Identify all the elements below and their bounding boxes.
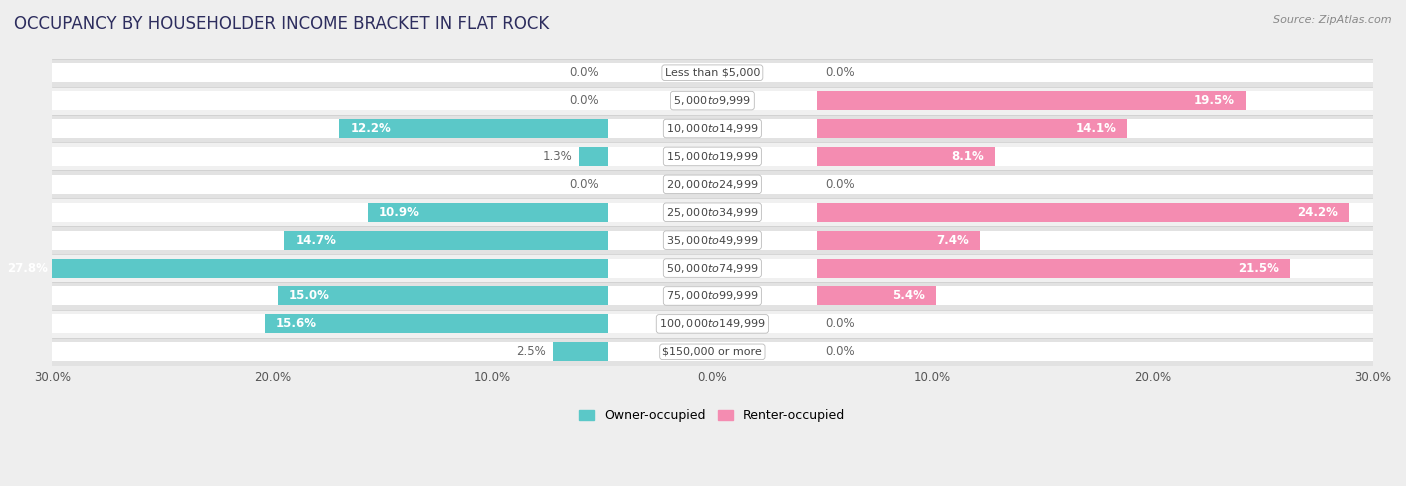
Text: $20,000 to $24,999: $20,000 to $24,999: [666, 178, 759, 191]
Bar: [52, 147, 1372, 166]
Bar: [52, 91, 1372, 110]
Bar: [817, 147, 995, 166]
Bar: [52, 310, 1372, 338]
Bar: [339, 119, 607, 138]
Bar: [52, 175, 1372, 194]
Text: $35,000 to $49,999: $35,000 to $49,999: [666, 234, 759, 247]
Bar: [817, 203, 1350, 222]
Bar: [52, 342, 1372, 361]
Bar: [284, 231, 607, 250]
Text: 10.9%: 10.9%: [380, 206, 420, 219]
Text: 15.6%: 15.6%: [276, 317, 316, 330]
Text: 19.5%: 19.5%: [1194, 94, 1234, 107]
Bar: [52, 231, 1372, 250]
Text: $10,000 to $14,999: $10,000 to $14,999: [666, 122, 759, 135]
Bar: [264, 314, 607, 333]
Text: 15.0%: 15.0%: [288, 290, 329, 302]
Bar: [52, 259, 1372, 278]
Text: 0.0%: 0.0%: [569, 178, 599, 191]
Bar: [52, 254, 1372, 282]
Bar: [52, 171, 1372, 198]
Bar: [0, 259, 607, 278]
Text: 14.1%: 14.1%: [1076, 122, 1116, 135]
Bar: [52, 59, 1372, 87]
Bar: [52, 142, 1372, 171]
Text: 21.5%: 21.5%: [1239, 261, 1279, 275]
Bar: [278, 286, 607, 306]
Bar: [817, 259, 1289, 278]
Bar: [553, 342, 607, 361]
Bar: [817, 91, 1246, 110]
Text: 2.5%: 2.5%: [516, 346, 546, 358]
Text: 0.0%: 0.0%: [569, 66, 599, 79]
Text: 0.0%: 0.0%: [825, 317, 855, 330]
Text: 12.2%: 12.2%: [350, 122, 391, 135]
Bar: [52, 119, 1372, 138]
Bar: [52, 338, 1372, 366]
Text: 14.7%: 14.7%: [295, 234, 336, 247]
Text: $15,000 to $19,999: $15,000 to $19,999: [666, 150, 759, 163]
Bar: [52, 203, 1372, 222]
Bar: [579, 147, 607, 166]
Text: 27.8%: 27.8%: [7, 261, 48, 275]
Bar: [52, 87, 1372, 115]
Text: $50,000 to $74,999: $50,000 to $74,999: [666, 261, 759, 275]
Bar: [52, 314, 1372, 333]
Text: Source: ZipAtlas.com: Source: ZipAtlas.com: [1274, 15, 1392, 25]
Legend: Owner-occupied, Renter-occupied: Owner-occupied, Renter-occupied: [574, 404, 851, 427]
Bar: [368, 203, 607, 222]
Text: OCCUPANCY BY HOUSEHOLDER INCOME BRACKET IN FLAT ROCK: OCCUPANCY BY HOUSEHOLDER INCOME BRACKET …: [14, 15, 550, 33]
Bar: [52, 286, 1372, 306]
Text: 0.0%: 0.0%: [825, 346, 855, 358]
Bar: [817, 286, 936, 306]
Bar: [817, 119, 1128, 138]
Text: 0.0%: 0.0%: [825, 178, 855, 191]
Text: $75,000 to $99,999: $75,000 to $99,999: [666, 290, 759, 302]
Text: $5,000 to $9,999: $5,000 to $9,999: [673, 94, 752, 107]
Text: 5.4%: 5.4%: [891, 290, 925, 302]
Text: 0.0%: 0.0%: [569, 94, 599, 107]
Text: 0.0%: 0.0%: [825, 66, 855, 79]
Text: 1.3%: 1.3%: [543, 150, 572, 163]
Bar: [52, 282, 1372, 310]
Bar: [52, 63, 1372, 82]
Text: $100,000 to $149,999: $100,000 to $149,999: [659, 317, 766, 330]
Bar: [817, 231, 980, 250]
Text: 8.1%: 8.1%: [952, 150, 984, 163]
Bar: [52, 226, 1372, 254]
Bar: [52, 115, 1372, 142]
Text: $25,000 to $34,999: $25,000 to $34,999: [666, 206, 759, 219]
Text: 7.4%: 7.4%: [936, 234, 969, 247]
Bar: [52, 198, 1372, 226]
Text: $150,000 or more: $150,000 or more: [662, 347, 762, 357]
Text: Less than $5,000: Less than $5,000: [665, 68, 761, 78]
Text: 24.2%: 24.2%: [1298, 206, 1339, 219]
